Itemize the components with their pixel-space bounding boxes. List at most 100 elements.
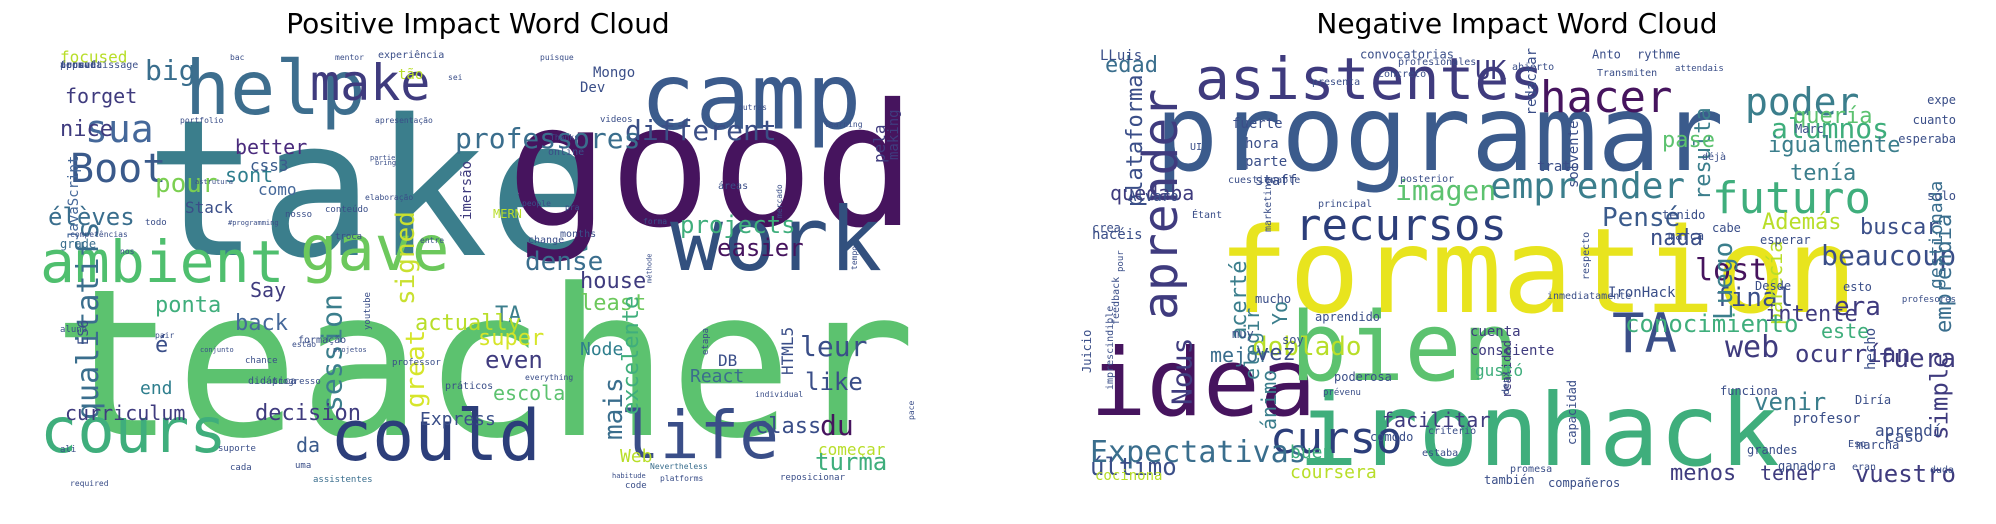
word-capacidad: capacidad: [1565, 380, 1579, 445]
word-redactar: redactar: [1524, 48, 1540, 115]
word-mercado: mercado: [775, 184, 784, 218]
word-duda: duda: [1930, 465, 1954, 476]
word-back: back: [235, 311, 288, 336]
word-imprescindible: imprescindible: [1105, 306, 1116, 390]
word-eran: eran: [1852, 462, 1876, 473]
word-experiencia: experiência: [378, 49, 444, 61]
word-platforms: platforms: [660, 474, 704, 483]
word-easier: easier: [717, 234, 804, 262]
word-presenta: presenta: [1312, 77, 1360, 88]
word-web: Web: [620, 446, 653, 467]
word-say: Say: [250, 278, 286, 302]
word-profesionales: profesionales: [1398, 57, 1476, 68]
word-bac: bac: [230, 53, 245, 62]
word-funciona: funciona: [1720, 384, 1778, 398]
word-videos: videos: [600, 115, 633, 125]
word-actually: actually: [415, 311, 521, 336]
word-partie: partie: [370, 154, 395, 162]
word-cuenta: cuenta: [1470, 324, 1521, 340]
word-cours: cours: [40, 394, 227, 467]
word-like: like: [805, 368, 863, 396]
word-conjunto: conjunto: [200, 346, 234, 354]
word-plataforma: plataforma: [1123, 75, 1148, 207]
word-sei: sei: [448, 73, 463, 82]
word-du: du: [820, 409, 854, 442]
word-super: super: [478, 326, 544, 351]
word-session: session: [315, 294, 348, 412]
word-learning: learning: [824, 120, 863, 129]
word-ui: UI: [1190, 142, 1202, 153]
word-least: least: [580, 291, 646, 316]
word-grade: grade: [60, 237, 96, 251]
word-individual: individual: [755, 390, 803, 399]
word-conteudo: conteúdo: [325, 205, 368, 215]
word-didatica: didática: [248, 375, 296, 387]
word-bien: bien: [1290, 293, 1519, 403]
word-juicio: Juicio: [1080, 330, 1094, 373]
word-signed: signed: [391, 211, 421, 305]
word-igualmente: igualmente: [1768, 133, 1900, 158]
word-mucho: mucho: [1255, 292, 1291, 306]
positive-cloud-title: Positive Impact Word Cloud: [286, 7, 669, 40]
word-caso: caso: [1885, 427, 1924, 446]
word-pace: pace: [907, 401, 916, 420]
word-feedback: feedback: [1111, 277, 1122, 325]
word-e: é: [155, 333, 168, 358]
word-turma: turma: [815, 448, 887, 476]
word-solvente: solvente: [1566, 121, 1582, 188]
word-nada: nada: [1650, 226, 1703, 251]
word-attendais: attendais: [1675, 64, 1724, 74]
word-nosso: nosso: [285, 210, 312, 220]
word-aprender: aprender: [1133, 89, 1189, 320]
word-estao: estão: [292, 340, 316, 349]
word-ta: TA: [495, 303, 522, 328]
word-soy: soy: [1282, 333, 1304, 347]
word-tao: tão: [398, 67, 423, 83]
word-intente: intente: [1765, 302, 1858, 327]
word-camp: camp: [640, 43, 862, 150]
word-inmediatamente: inmediatamente: [1547, 291, 1631, 302]
word-mongo: Mongo: [593, 65, 635, 81]
word-final: final: [1715, 283, 1793, 313]
word-menos: menos: [1670, 461, 1736, 486]
word-aprendi: aprendí: [1875, 421, 1942, 440]
word-pra: pra: [565, 203, 580, 212]
word-curso: curso: [1270, 413, 1402, 464]
word-prevenu: prévenu: [1323, 387, 1361, 398]
word-lluis: LLuis: [1100, 48, 1142, 64]
word-deux: deux: [1501, 371, 1512, 395]
word-animo: ánimo: [1257, 370, 1281, 430]
word-making: making: [886, 109, 902, 160]
word-express: Express: [420, 409, 496, 430]
word-mejor: mejor: [1210, 343, 1270, 367]
negative-cloud-title: Negative Impact Word Cloud: [1316, 7, 1717, 40]
word-poderosa: poderosa: [1334, 370, 1392, 384]
word-qualitatifs: qualitatifs: [71, 221, 106, 420]
word-professor: professor: [392, 358, 441, 368]
word-ironhack: IronHack: [1608, 285, 1676, 301]
word-realidad: realidad: [1500, 340, 1514, 398]
word-companeros: compañeros: [1548, 476, 1620, 490]
word-promesa: promesa: [1510, 464, 1552, 475]
word-entre: entre: [420, 236, 444, 245]
word-forget: forget: [65, 84, 137, 108]
word-cuanto: cuanto: [1913, 113, 1956, 127]
word-etant: Étant: [1192, 208, 1222, 221]
word-ocurrian: ocurrían: [1795, 340, 1911, 368]
word-css3: css3: [250, 156, 289, 175]
word-venir: venir: [1754, 388, 1826, 416]
word-mentor: mentor: [335, 53, 364, 62]
word-vez: vez: [1256, 341, 1296, 366]
word-haceis: hacéis: [1092, 227, 1143, 243]
word-facilitar: facilitar: [1382, 408, 1490, 432]
word-cada: cada: [230, 463, 252, 473]
word-principal: principal: [1318, 199, 1372, 210]
word-todo: todo: [145, 218, 167, 228]
word-ta: TA: [1612, 302, 1677, 365]
word-beaucoup: beaucoup: [1821, 239, 1956, 272]
word-comodo: cómodo: [1370, 430, 1413, 444]
word-months: months: [560, 229, 596, 240]
word-methode: méthode: [645, 253, 653, 283]
word-class: class: [755, 414, 821, 439]
word-acerte: acerté: [1227, 261, 1252, 340]
